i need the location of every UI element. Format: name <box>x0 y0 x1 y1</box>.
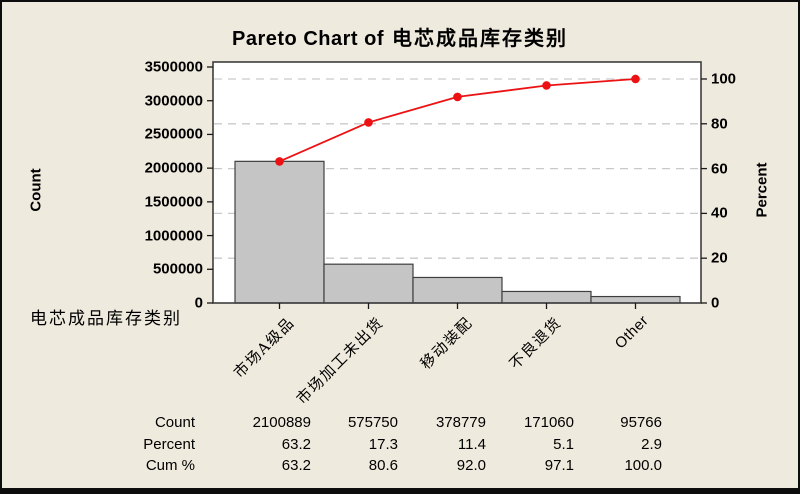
percent-value: 17.3 <box>368 435 398 453</box>
percent-axis-title: Percent <box>753 162 771 218</box>
count-tick-label: 1000000 <box>144 227 203 245</box>
cumulative-marker <box>542 81 551 90</box>
pareto-bar <box>501 290 592 304</box>
count-value: 95766 <box>620 414 662 431</box>
cum-percent-value: 63.2 <box>281 457 311 475</box>
cum-percent-value: 100.0 <box>624 457 662 475</box>
percent-value: 5.1 <box>553 435 574 453</box>
table-row-cum-percent: Cum % 63.2 80.6 92.0 97.1 100.0 <box>118 455 662 477</box>
count-value: 378779 <box>435 414 486 431</box>
count-tick-label: 0 <box>194 294 203 312</box>
percent-tick-label: 60 <box>711 160 728 178</box>
percent-tick-label: 100 <box>711 70 737 88</box>
cumulative-marker <box>631 74 640 84</box>
count-tick-label: 500000 <box>152 260 203 278</box>
pareto-bar <box>234 160 325 304</box>
chart-title: Pareto Chart of 电芯成品库存类别 <box>2 22 798 51</box>
percent-tick-label: 20 <box>711 249 728 267</box>
table-row-percent: Percent 63.2 17.3 11.4 5.1 2.9 <box>118 434 662 456</box>
percent-tick-label: 80 <box>711 115 728 133</box>
percent-tick-label: 40 <box>711 204 728 222</box>
count-axis-title: Count <box>27 168 45 212</box>
cum-percent-value: 92.0 <box>456 457 486 475</box>
cumulative-marker <box>453 92 462 102</box>
pareto-bar <box>412 276 503 304</box>
count-tick-label: 1500000 <box>144 193 203 211</box>
percent-value: 2.9 <box>641 435 662 453</box>
cum-percent-value: 97.1 <box>544 457 574 475</box>
count-value: 575750 <box>347 414 398 431</box>
pareto-summary-table: Count 2100889 575750 378779 171060 95766… <box>118 412 662 477</box>
count-value: 171060 <box>523 414 574 431</box>
row-label: Cum % <box>145 457 195 475</box>
percent-value: 63.2 <box>281 435 311 453</box>
cumulative-marker <box>275 157 284 166</box>
count-tick-label: 3500000 <box>144 58 203 76</box>
percent-tick-label: 0 <box>711 294 720 312</box>
count-tick-label: 2000000 <box>144 159 203 177</box>
table-row-count: Count 2100889 575750 378779 171060 95766 <box>118 412 662 434</box>
count-value: 2100889 <box>252 414 311 431</box>
cum-percent-value: 80.6 <box>368 457 398 475</box>
pareto-bar <box>590 295 681 304</box>
chart-title-prefix: Pareto Chart of <box>232 28 384 50</box>
cumulative-marker <box>364 118 373 127</box>
row-label: Percent <box>143 435 195 453</box>
row-label: Count <box>154 414 195 431</box>
chart-title-suffix: 电芯成品库存类别 <box>391 26 568 50</box>
percent-value: 11.4 <box>457 435 486 453</box>
category-axis-title: 电芯成品库存类别 <box>30 309 182 329</box>
pareto-bar <box>323 263 414 304</box>
count-tick-label: 2500000 <box>144 125 203 143</box>
count-tick-label: 3000000 <box>144 92 203 110</box>
